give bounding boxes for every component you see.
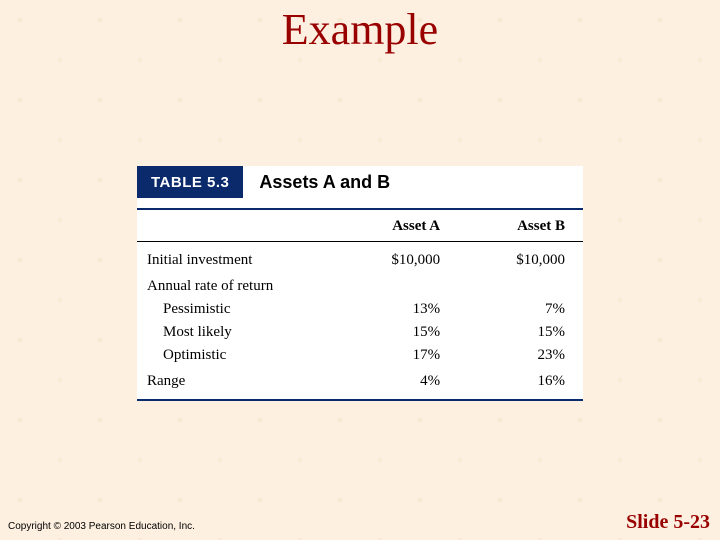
- copyright-text: Copyright © 2003 Pearson Education, Inc.: [8, 521, 195, 532]
- row-label: Most likely: [137, 321, 333, 344]
- cell-b: 23%: [458, 344, 583, 367]
- data-table: Asset A Asset B Initial investment $10,0…: [137, 210, 583, 393]
- cell-b: $10,000: [458, 242, 583, 273]
- row-label: Initial investment: [137, 242, 333, 273]
- col-header-b: Asset B: [458, 210, 583, 242]
- cell-a: [333, 272, 458, 298]
- table-bottom-rule: [137, 393, 583, 401]
- cell-a: 13%: [333, 298, 458, 321]
- table-title: Assets A and B: [243, 166, 390, 198]
- table-tag: TABLE 5.3: [137, 166, 243, 198]
- table-row: Optimistic 17% 23%: [137, 344, 583, 367]
- cell-b: 16%: [458, 367, 583, 393]
- slide-number: Slide 5-23: [626, 511, 710, 534]
- cell-b: 15%: [458, 321, 583, 344]
- table-row: Pessimistic 13% 7%: [137, 298, 583, 321]
- cell-a: 15%: [333, 321, 458, 344]
- table-figure: TABLE 5.3 Assets A and B Asset A Asset B…: [137, 166, 583, 401]
- col-header-a: Asset A: [333, 210, 458, 242]
- table-header-bar: TABLE 5.3 Assets A and B: [137, 166, 583, 198]
- row-label: Optimistic: [137, 344, 333, 367]
- slide-title: Example: [0, 0, 720, 55]
- row-label: Range: [137, 367, 333, 393]
- cell-a: 4%: [333, 367, 458, 393]
- table-row: Range 4% 16%: [137, 367, 583, 393]
- cell-a: $10,000: [333, 242, 458, 273]
- table-row: Initial investment $10,000 $10,000: [137, 242, 583, 273]
- cell-b: 7%: [458, 298, 583, 321]
- cell-a: 17%: [333, 344, 458, 367]
- cell-b: [458, 272, 583, 298]
- row-label: Annual rate of return: [137, 272, 333, 298]
- col-spacer: [137, 210, 333, 242]
- table-row: Annual rate of return: [137, 272, 583, 298]
- row-label: Pessimistic: [137, 298, 333, 321]
- table-row: Most likely 15% 15%: [137, 321, 583, 344]
